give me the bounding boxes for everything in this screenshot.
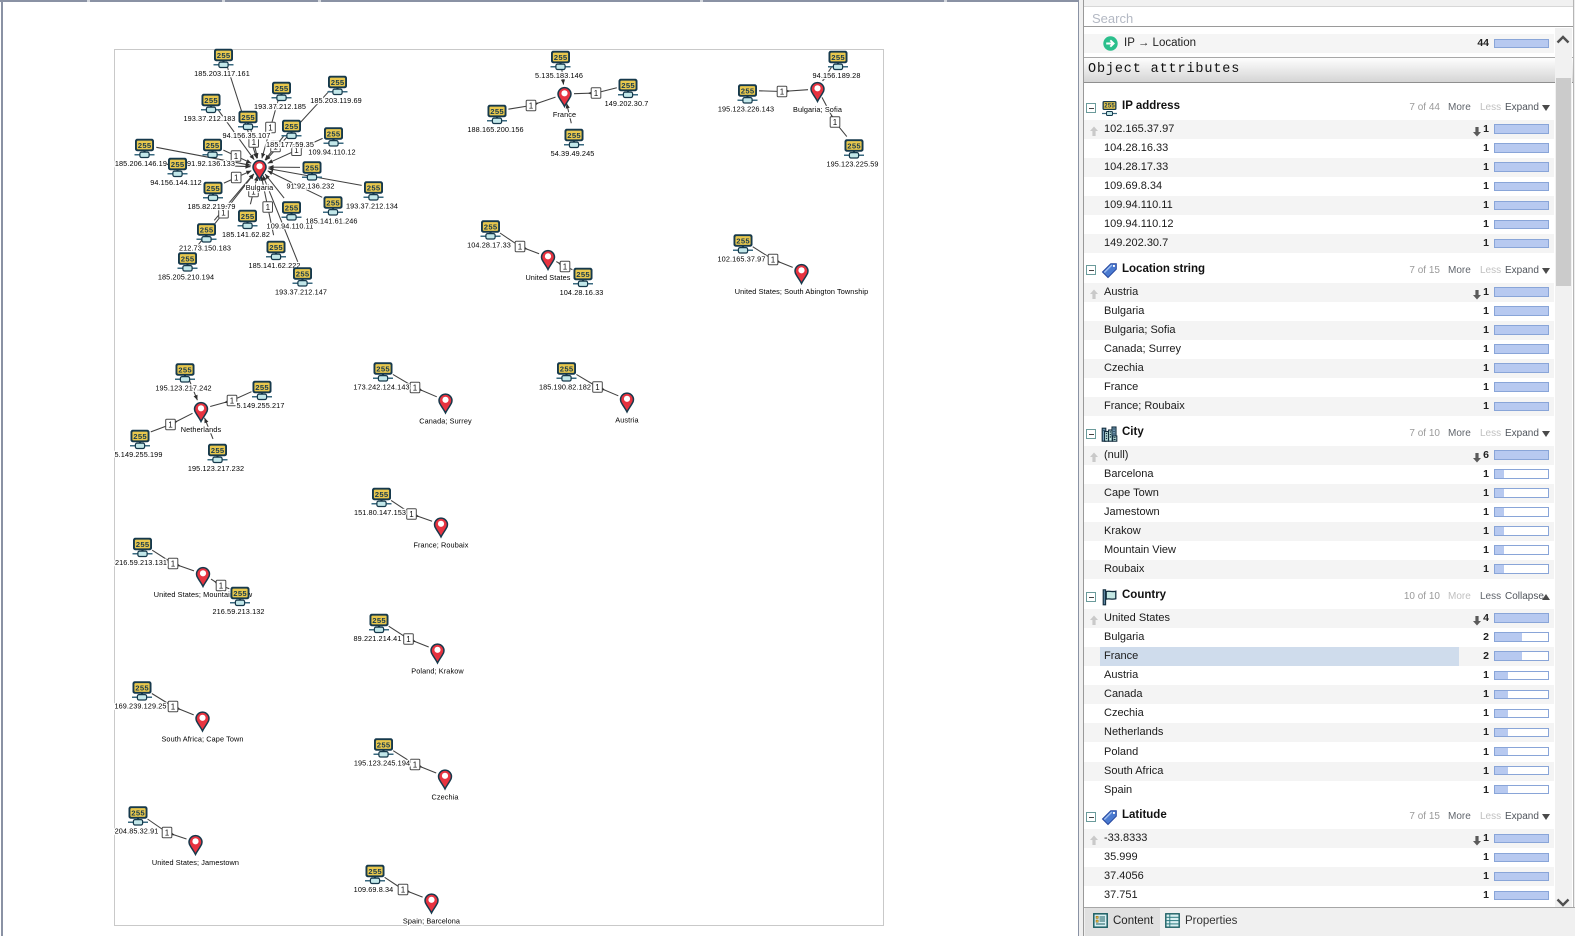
svg-text:185.190.82.182: 185.190.82.182 xyxy=(539,383,591,392)
svg-text:91.92.136.232: 91.92.136.232 xyxy=(287,182,335,191)
svg-text:188.165.200.156: 188.165.200.156 xyxy=(467,125,523,134)
svg-text:5.149.255.217: 5.149.255.217 xyxy=(237,401,285,410)
svg-text:94.156.144.112: 94.156.144.112 xyxy=(150,178,202,187)
svg-text:255: 255 xyxy=(1104,103,1115,110)
svg-text:Netherlands: Netherlands xyxy=(181,425,222,434)
svg-text:1: 1 xyxy=(165,828,170,837)
svg-text:France: France xyxy=(553,110,576,119)
svg-text:185.203.119.69: 185.203.119.69 xyxy=(310,96,362,105)
svg-text:193.37.212.147: 193.37.212.147 xyxy=(275,288,327,297)
svg-text:1: 1 xyxy=(518,242,523,251)
svg-text:Poland; Krakow: Poland; Krakow xyxy=(411,667,464,676)
svg-text:1: 1 xyxy=(171,559,176,568)
svg-text:185.141.61.246: 185.141.61.246 xyxy=(305,217,357,226)
svg-text:185.82.219.79: 185.82.219.79 xyxy=(188,202,236,211)
svg-text:1: 1 xyxy=(168,420,173,429)
svg-text:1: 1 xyxy=(230,396,235,405)
svg-text:1: 1 xyxy=(563,262,568,271)
svg-text:5.135.183.146: 5.135.183.146 xyxy=(535,71,583,80)
svg-text:151.80.147.153: 151.80.147.153 xyxy=(354,508,406,517)
svg-text:1: 1 xyxy=(219,581,224,590)
svg-text:Bulgaria; Sofia: Bulgaria; Sofia xyxy=(793,105,843,114)
svg-text:1: 1 xyxy=(833,118,838,127)
svg-text:89.221.214.41: 89.221.214.41 xyxy=(354,634,402,643)
svg-text:173.242.124.143: 173.242.124.143 xyxy=(353,383,409,392)
svg-text:1: 1 xyxy=(266,203,271,212)
svg-text:1: 1 xyxy=(595,383,600,392)
svg-text:1: 1 xyxy=(780,87,785,96)
svg-text:109.69.8.34: 109.69.8.34 xyxy=(354,885,394,894)
svg-text:195.123.217.232: 195.123.217.232 xyxy=(188,464,244,473)
svg-text:193.37.212.183: 193.37.212.183 xyxy=(183,114,235,123)
svg-text:France; Roubaix: France; Roubaix xyxy=(413,541,468,550)
svg-text:Czechia: Czechia xyxy=(431,793,459,802)
svg-text:1: 1 xyxy=(594,89,599,98)
svg-text:216.59.213.131: 216.59.213.131 xyxy=(115,558,167,567)
svg-text:185.203.117.161: 185.203.117.161 xyxy=(194,69,250,78)
svg-text:5.149.255.199: 5.149.255.199 xyxy=(115,450,163,459)
svg-text:United States; South Abington: United States; South Abington Township xyxy=(735,287,868,296)
svg-text:216.59.213.132: 216.59.213.132 xyxy=(212,607,264,616)
svg-text:195.123.225.59: 195.123.225.59 xyxy=(826,160,878,169)
svg-text:Bulgaria: Bulgaria xyxy=(246,183,274,192)
svg-text:169.239.129.25: 169.239.129.25 xyxy=(114,702,166,711)
svg-text:193.37.212.134: 193.37.212.134 xyxy=(346,202,398,211)
svg-text:102.165.37.97: 102.165.37.97 xyxy=(718,255,766,264)
svg-text:United States; Jamestown: United States; Jamestown xyxy=(152,858,239,867)
svg-text:1: 1 xyxy=(406,635,411,644)
svg-text:94.156.35.107: 94.156.35.107 xyxy=(223,131,271,140)
svg-text:193.37.212.185: 193.37.212.185 xyxy=(254,102,306,111)
svg-text:Austria: Austria xyxy=(615,416,639,425)
svg-text:1: 1 xyxy=(413,760,418,769)
svg-text:104.28.16.33: 104.28.16.33 xyxy=(560,288,604,297)
svg-text:104.28.17.33: 104.28.17.33 xyxy=(467,241,511,250)
svg-text:1: 1 xyxy=(413,383,418,392)
svg-text:109.94.110.12: 109.94.110.12 xyxy=(308,148,355,157)
svg-text:185.206.146.194: 185.206.146.194 xyxy=(115,159,171,168)
svg-text:185.205.210.194: 185.205.210.194 xyxy=(158,273,214,282)
svg-text:South Africa; Cape Town: South Africa; Cape Town xyxy=(161,735,243,744)
svg-text:Canada; Surrey: Canada; Surrey xyxy=(419,417,472,426)
svg-text:1: 1 xyxy=(409,510,414,519)
svg-text:United States: United States xyxy=(525,273,570,282)
svg-text:94.156.189.28: 94.156.189.28 xyxy=(813,71,861,80)
svg-text:195.123.217.242: 195.123.217.242 xyxy=(155,384,211,393)
svg-text:185.141.62.82: 185.141.62.82 xyxy=(222,230,270,239)
svg-text:212.73.150.183: 212.73.150.183 xyxy=(179,244,231,253)
svg-text:149.202.30.7: 149.202.30.7 xyxy=(605,99,649,108)
svg-text:1: 1 xyxy=(234,173,239,182)
svg-text:1: 1 xyxy=(401,885,406,894)
svg-text:1: 1 xyxy=(771,255,776,264)
svg-text:1: 1 xyxy=(529,101,534,110)
svg-text:91.92.136.133: 91.92.136.133 xyxy=(187,159,235,168)
svg-text:185.141.62.222: 185.141.62.222 xyxy=(248,261,300,270)
svg-text:195.123.245.194: 195.123.245.194 xyxy=(354,759,410,768)
svg-text:54.39.49.245: 54.39.49.245 xyxy=(551,149,595,158)
svg-text:Spain; Barcelona: Spain; Barcelona xyxy=(403,917,461,926)
svg-text:185.177.59.35: 185.177.59.35 xyxy=(266,140,314,149)
svg-text:1: 1 xyxy=(171,702,176,711)
svg-text:204.85.32.91: 204.85.32.91 xyxy=(115,827,159,836)
svg-text:195.123.226.143: 195.123.226.143 xyxy=(718,105,774,114)
